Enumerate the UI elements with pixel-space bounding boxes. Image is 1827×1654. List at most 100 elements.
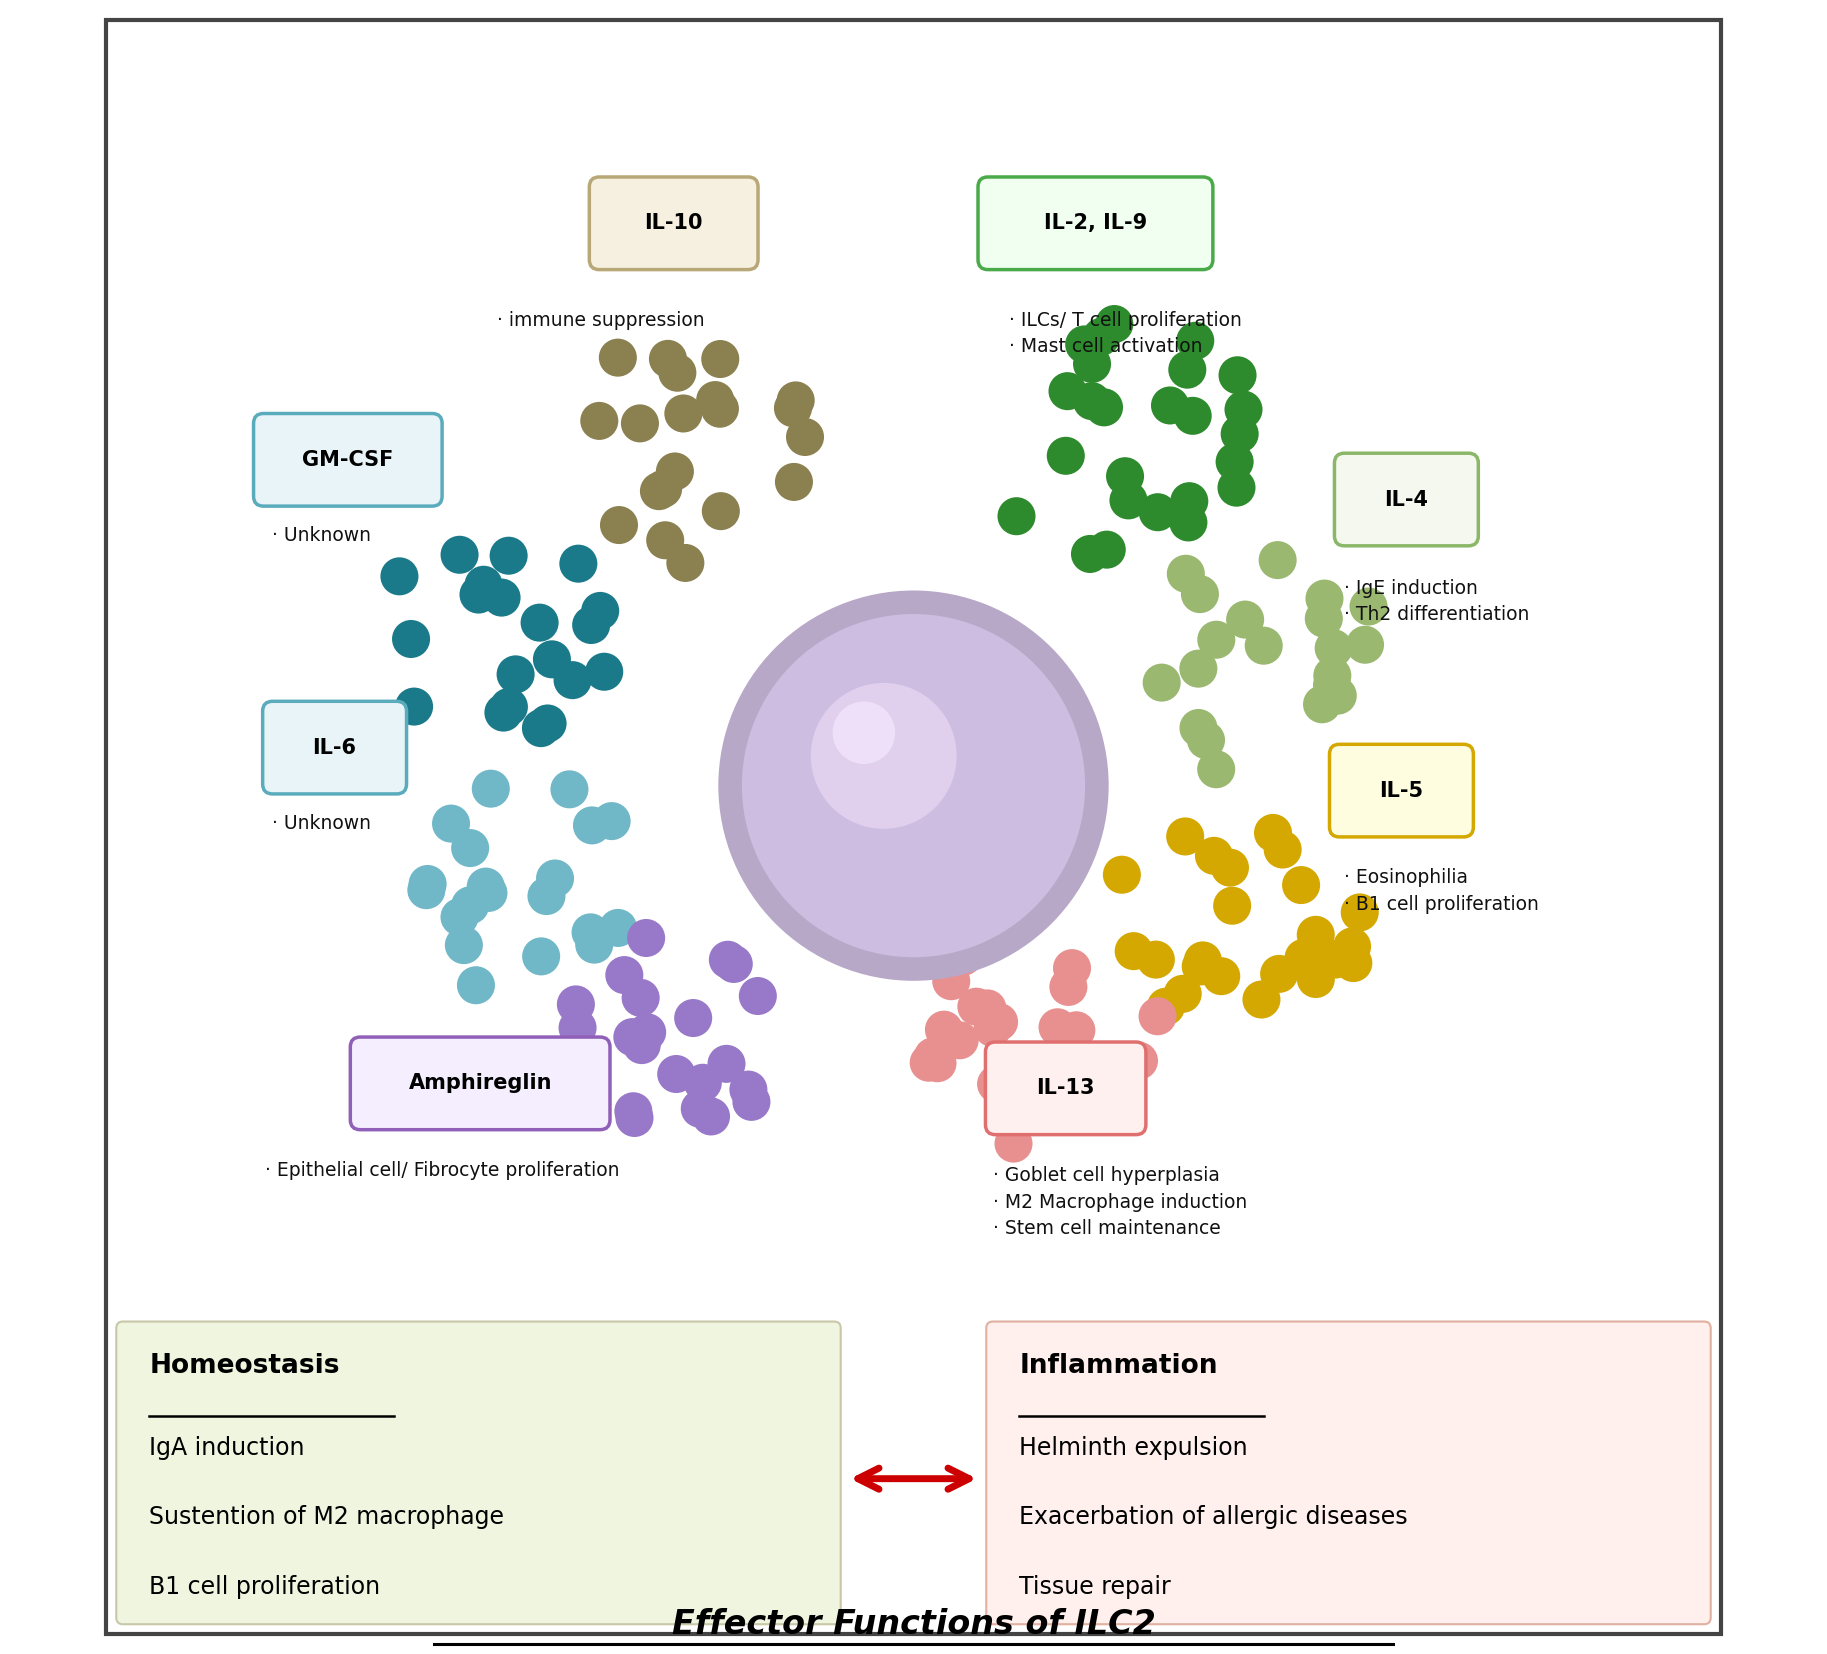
Circle shape <box>1167 351 1206 389</box>
Circle shape <box>665 394 702 432</box>
Circle shape <box>647 521 685 559</box>
Circle shape <box>1253 814 1292 852</box>
Circle shape <box>1350 587 1387 625</box>
Text: · ILCs/ T cell proliferation
· Mast cell activation: · ILCs/ T cell proliferation · Mast cell… <box>1010 311 1242 357</box>
Circle shape <box>621 404 660 442</box>
Circle shape <box>974 1009 1012 1047</box>
Circle shape <box>1138 997 1177 1035</box>
Circle shape <box>1242 981 1281 1019</box>
Circle shape <box>1052 949 1091 987</box>
Circle shape <box>1071 534 1109 572</box>
Circle shape <box>528 705 566 743</box>
Circle shape <box>1341 893 1379 931</box>
Circle shape <box>614 1019 652 1057</box>
Circle shape <box>523 710 559 748</box>
Circle shape <box>1038 1009 1076 1047</box>
Circle shape <box>674 999 713 1037</box>
Text: Effector Functions of ILC2: Effector Functions of ILC2 <box>672 1608 1155 1641</box>
Circle shape <box>776 382 815 420</box>
Circle shape <box>621 979 660 1017</box>
Circle shape <box>932 963 970 1001</box>
Circle shape <box>459 576 497 614</box>
Circle shape <box>1217 468 1255 506</box>
Circle shape <box>614 1092 652 1130</box>
Circle shape <box>707 1045 745 1083</box>
Circle shape <box>1167 554 1204 592</box>
Circle shape <box>1058 1011 1096 1049</box>
Circle shape <box>554 1077 592 1115</box>
Circle shape <box>490 536 528 574</box>
Circle shape <box>490 688 528 726</box>
Circle shape <box>627 920 665 958</box>
Circle shape <box>1188 721 1226 759</box>
Circle shape <box>464 566 502 604</box>
Circle shape <box>1173 397 1211 435</box>
Circle shape <box>681 1090 718 1128</box>
Circle shape <box>1047 437 1085 475</box>
Circle shape <box>599 910 638 948</box>
Circle shape <box>740 612 1087 959</box>
Circle shape <box>775 463 813 501</box>
Circle shape <box>554 662 592 700</box>
Circle shape <box>407 872 446 910</box>
Circle shape <box>738 978 776 1016</box>
Circle shape <box>572 913 610 951</box>
Circle shape <box>1182 948 1220 986</box>
Text: Tissue repair: Tissue repair <box>1019 1575 1171 1599</box>
Circle shape <box>1171 483 1208 521</box>
Text: IL-4: IL-4 <box>1385 490 1429 509</box>
Circle shape <box>683 1064 722 1102</box>
Circle shape <box>968 989 1007 1027</box>
Circle shape <box>1082 318 1120 356</box>
Circle shape <box>1180 650 1217 688</box>
FancyBboxPatch shape <box>977 177 1213 270</box>
Circle shape <box>1049 372 1087 410</box>
Text: GM-CSF: GM-CSF <box>301 450 393 470</box>
Circle shape <box>979 1002 1018 1040</box>
Circle shape <box>623 1025 661 1064</box>
Circle shape <box>581 592 619 630</box>
Circle shape <box>559 544 597 582</box>
Circle shape <box>1303 685 1341 723</box>
Circle shape <box>714 944 753 982</box>
FancyBboxPatch shape <box>106 20 1721 1634</box>
Circle shape <box>535 860 574 898</box>
Circle shape <box>1080 1088 1118 1126</box>
Circle shape <box>692 1097 731 1135</box>
Circle shape <box>521 604 559 642</box>
Circle shape <box>718 590 1109 981</box>
Circle shape <box>709 941 747 979</box>
Text: IL-2, IL-9: IL-2, IL-9 <box>1043 213 1147 233</box>
FancyBboxPatch shape <box>987 1322 1710 1624</box>
Circle shape <box>919 1044 957 1082</box>
Circle shape <box>1169 503 1208 541</box>
Circle shape <box>1087 531 1125 569</box>
Circle shape <box>1195 837 1233 875</box>
Circle shape <box>574 807 610 845</box>
Circle shape <box>451 829 490 867</box>
Circle shape <box>523 938 561 976</box>
Circle shape <box>833 701 895 764</box>
Circle shape <box>1177 323 1215 361</box>
Circle shape <box>616 1098 654 1136</box>
Circle shape <box>1306 579 1343 617</box>
Circle shape <box>585 653 623 691</box>
Text: · Unknown: · Unknown <box>272 526 371 544</box>
Circle shape <box>1096 304 1133 342</box>
Circle shape <box>658 354 696 392</box>
Circle shape <box>957 987 996 1025</box>
Circle shape <box>656 453 694 491</box>
FancyBboxPatch shape <box>263 701 407 794</box>
Circle shape <box>702 341 740 379</box>
Circle shape <box>639 471 678 509</box>
Circle shape <box>533 640 572 678</box>
Circle shape <box>559 1009 597 1047</box>
Circle shape <box>649 339 687 377</box>
Text: Helminth expulsion: Helminth expulsion <box>1019 1436 1248 1460</box>
Circle shape <box>1105 457 1144 495</box>
Circle shape <box>482 579 521 617</box>
Circle shape <box>945 938 983 976</box>
Circle shape <box>998 498 1036 536</box>
Text: Inflammation: Inflammation <box>1019 1353 1219 1379</box>
Circle shape <box>1180 576 1219 614</box>
